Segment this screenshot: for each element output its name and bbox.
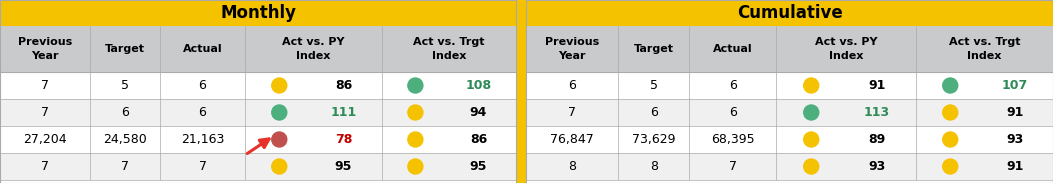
Text: 86: 86 [335, 79, 352, 92]
Text: Act vs. PY
Index: Act vs. PY Index [282, 37, 344, 61]
Text: 7: 7 [569, 106, 576, 119]
Text: 76,847: 76,847 [551, 133, 594, 146]
Text: 27,204: 27,204 [23, 133, 67, 146]
Text: 94: 94 [470, 106, 488, 119]
Text: 93: 93 [869, 160, 886, 173]
Circle shape [942, 159, 958, 174]
Circle shape [272, 78, 286, 93]
Text: 7: 7 [41, 79, 49, 92]
Text: 108: 108 [465, 79, 492, 92]
Bar [0, 99, 516, 126]
Text: 7: 7 [121, 160, 130, 173]
Text: Act vs. Trgt
Index: Act vs. Trgt Index [949, 37, 1020, 61]
Circle shape [803, 105, 819, 120]
Text: 95: 95 [335, 160, 353, 173]
Text: 6: 6 [569, 79, 576, 92]
Text: 111: 111 [331, 106, 357, 119]
Circle shape [803, 159, 819, 174]
Text: 6: 6 [650, 106, 658, 119]
Text: 89: 89 [869, 133, 886, 146]
Text: 91: 91 [1006, 106, 1024, 119]
Text: 6: 6 [199, 106, 206, 119]
Circle shape [803, 132, 819, 147]
Text: 95: 95 [470, 160, 488, 173]
Bar [526, 72, 1053, 99]
Text: 68,395: 68,395 [711, 133, 755, 146]
Text: 113: 113 [863, 106, 890, 119]
Circle shape [408, 159, 423, 174]
Circle shape [408, 78, 423, 93]
Bar [0, 0, 516, 26]
Text: 91: 91 [1006, 160, 1024, 173]
Text: 5: 5 [121, 79, 130, 92]
Circle shape [942, 78, 958, 93]
Text: Cumulative: Cumulative [737, 4, 842, 22]
Bar [526, 26, 1053, 72]
Circle shape [803, 78, 819, 93]
Text: 8: 8 [569, 160, 576, 173]
Text: Act vs. Trgt
Index: Act vs. Trgt Index [413, 37, 484, 61]
Text: 91: 91 [868, 79, 886, 92]
Text: 6: 6 [729, 79, 737, 92]
Text: 21,163: 21,163 [181, 133, 224, 146]
Text: Previous
Year: Previous Year [545, 37, 599, 61]
Text: Actual: Actual [713, 44, 753, 54]
Bar [0, 153, 516, 180]
Text: 8: 8 [650, 160, 658, 173]
Bar [0, 26, 516, 72]
Text: 6: 6 [121, 106, 130, 119]
Text: Actual: Actual [183, 44, 222, 54]
Bar [0, 72, 516, 99]
Text: 93: 93 [1006, 133, 1024, 146]
Bar [516, 0, 526, 183]
Text: 73,629: 73,629 [632, 133, 676, 146]
Text: 6: 6 [199, 79, 206, 92]
Text: Target: Target [105, 44, 145, 54]
Bar [526, 0, 1053, 26]
Text: Previous
Year: Previous Year [18, 37, 73, 61]
Text: Target: Target [634, 44, 674, 54]
Circle shape [272, 132, 286, 147]
Bar [526, 153, 1053, 180]
Text: 78: 78 [335, 133, 353, 146]
Text: Act vs. PY
Index: Act vs. PY Index [815, 37, 877, 61]
Bar [526, 99, 1053, 126]
Text: 7: 7 [729, 160, 737, 173]
Bar [0, 126, 516, 153]
Text: 5: 5 [650, 79, 658, 92]
Text: 24,580: 24,580 [103, 133, 147, 146]
Circle shape [272, 105, 286, 120]
Circle shape [942, 105, 958, 120]
Bar [526, 126, 1053, 153]
Circle shape [942, 132, 958, 147]
Text: 7: 7 [41, 160, 49, 173]
Text: Monthly: Monthly [220, 4, 296, 22]
Text: 86: 86 [470, 133, 488, 146]
Text: 6: 6 [729, 106, 737, 119]
Text: 7: 7 [41, 106, 49, 119]
Circle shape [408, 105, 423, 120]
Text: 107: 107 [1001, 79, 1028, 92]
Circle shape [408, 132, 423, 147]
Text: 7: 7 [199, 160, 206, 173]
Circle shape [272, 159, 286, 174]
